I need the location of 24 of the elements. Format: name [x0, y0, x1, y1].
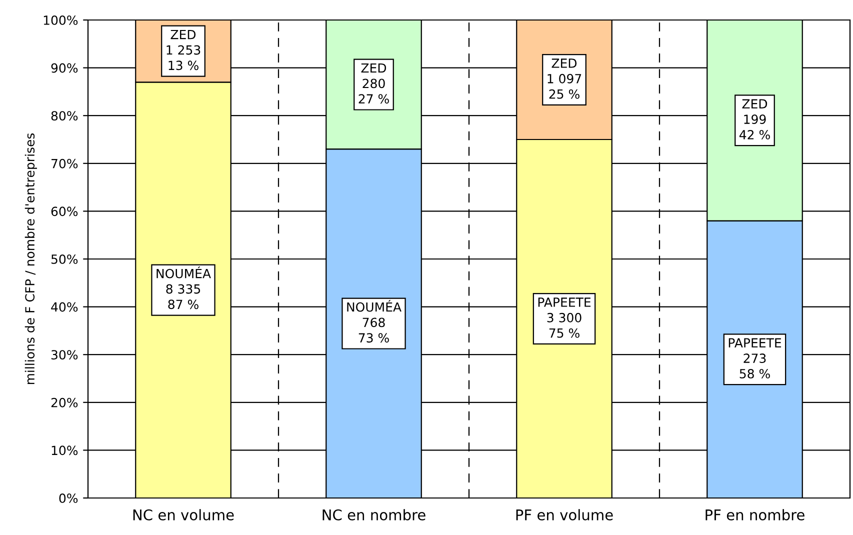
y-tick-label: 90%	[51, 63, 78, 73]
y-tick-label: 20%	[51, 398, 78, 408]
x-tick-label: PF en volume	[516, 509, 613, 520]
data-label: ZED 199 42 %	[739, 99, 770, 140]
x-tick-label: NC en volume	[133, 509, 234, 520]
data-label: NOUMÉA 768 73 %	[347, 300, 402, 343]
y-tick-label: 30%	[51, 350, 78, 360]
data-label: ZED 280 27 %	[358, 63, 389, 104]
y-tick-label: 40%	[51, 302, 78, 312]
data-label: ZED 1 253 13 %	[166, 30, 200, 70]
x-tick-label: NC en nombre	[322, 509, 426, 520]
y-tick-label: 70%	[52, 158, 78, 168]
y-axis-title: millions de F CFP / nombre d'entreprises	[24, 133, 37, 384]
data-label: NOUMÉA 8 335 87 %	[156, 266, 211, 310]
y-tick-label: 60%	[51, 206, 78, 216]
x-tick-label: PF en nombre	[706, 509, 804, 520]
y-tick-label: 80%	[51, 111, 78, 121]
data-label: PAPEETE 3 300 75 %	[538, 298, 591, 338]
y-tick-label: 100%	[44, 15, 78, 25]
y-tick-label: 10%	[52, 446, 78, 456]
y-tick-label: 50%	[51, 254, 78, 264]
y-tick-label: 0%	[59, 493, 78, 503]
data-label: PAPEETE 273 58 %	[728, 338, 782, 378]
data-label: ZED 1 097 25 %	[548, 58, 582, 99]
